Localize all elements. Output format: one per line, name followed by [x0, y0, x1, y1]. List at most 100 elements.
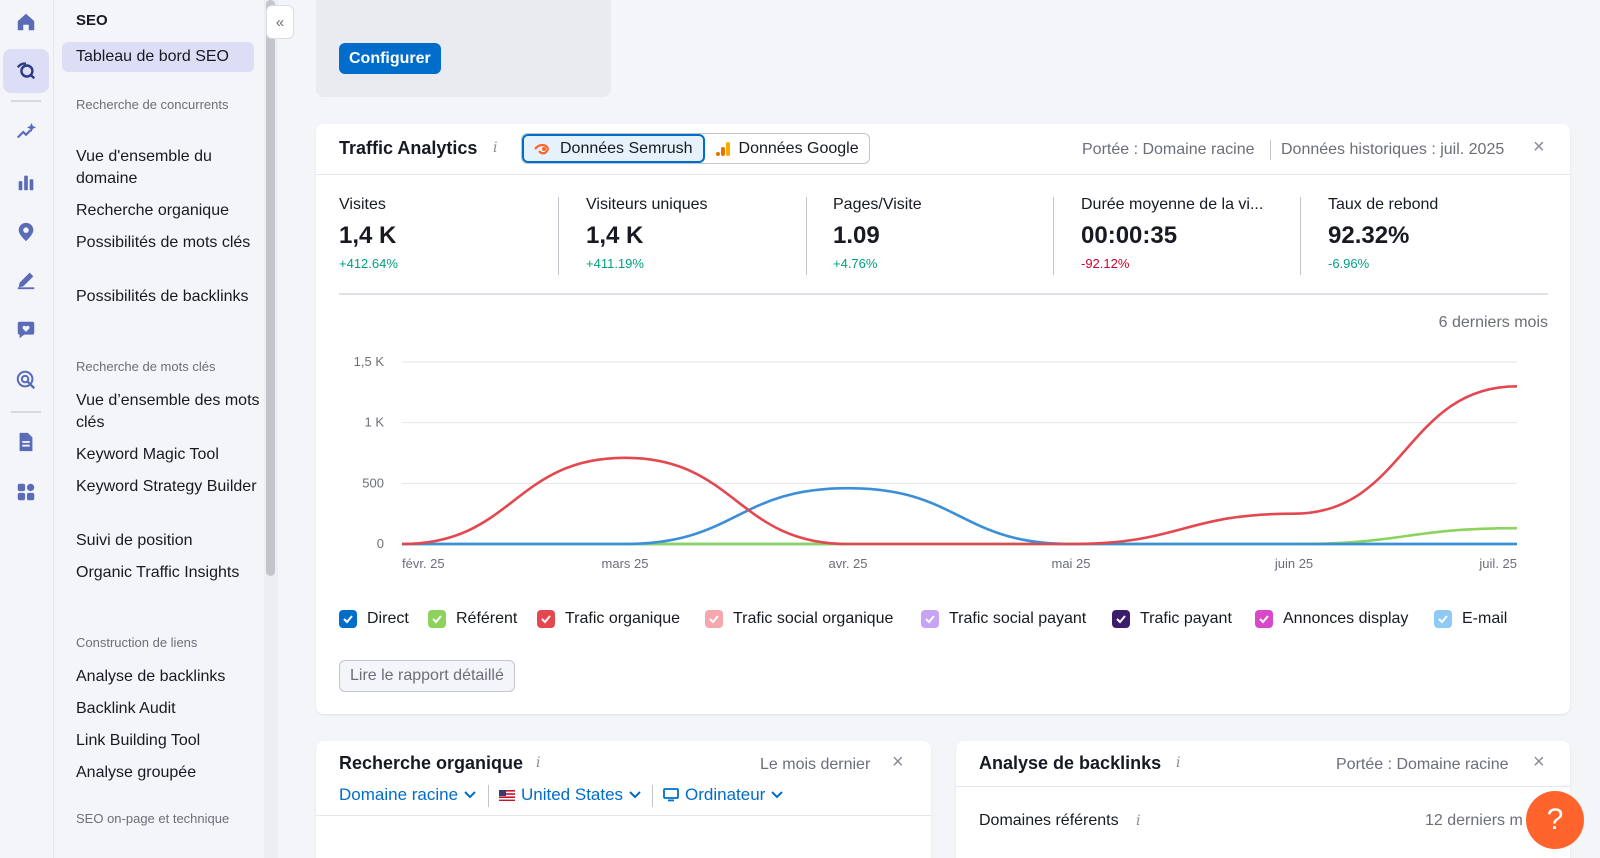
- organic-info-icon[interactable]: i: [536, 755, 541, 771]
- referring-domains-label: Domaines référents: [979, 812, 1119, 829]
- tab-semrush-data[interactable]: Données Semrush: [522, 134, 705, 163]
- location-pin-icon[interactable]: [3, 210, 49, 254]
- organic-research-card: [316, 741, 931, 858]
- nav-item-organic-insights[interactable]: Organic Traffic Insights: [76, 564, 240, 581]
- traffic-info-icon[interactable]: i: [493, 140, 498, 156]
- tab-google-data[interactable]: Données Google: [705, 134, 869, 163]
- checkbox-checked-icon: [537, 610, 555, 628]
- nav-item-position-tracking[interactable]: Suivi de position: [76, 532, 193, 549]
- rail-divider: [11, 411, 41, 413]
- legend-email[interactable]: E-mail: [1434, 610, 1507, 628]
- nav-category-onpage: SEO on-page et technique: [76, 811, 230, 826]
- legend-label: Trafic payant: [1140, 610, 1232, 627]
- nav-item-dashboard[interactable]: Tableau de bord SEO: [62, 42, 254, 72]
- series-line-trafic-organique: [401, 384, 1518, 546]
- kpi-value: 1.09: [833, 222, 880, 249]
- kpi-visits: Visites 1,4 K +412.64%: [339, 196, 569, 271]
- seo-icon[interactable]: [3, 49, 49, 93]
- x-tick-label: févr. 25: [402, 556, 445, 571]
- target-icon[interactable]: [3, 358, 49, 402]
- referring-info-icon[interactable]: i: [1136, 813, 1141, 829]
- kpi-divider: [558, 197, 559, 275]
- ai-sparkle-icon[interactable]: [3, 110, 49, 154]
- legend-referent[interactable]: Référent: [428, 610, 517, 628]
- close-traffic-card-icon[interactable]: ×: [1533, 136, 1545, 158]
- nav-item-keyword-gap[interactable]: Possibilités de mots clés: [76, 234, 251, 251]
- configure-button[interactable]: Configurer: [339, 43, 441, 74]
- kpi-label: Durée moyenne de la vi...: [1081, 196, 1264, 213]
- nav-category-competitors: Recherche de concurrents: [76, 97, 229, 112]
- kpi-label: Visiteurs uniques: [586, 196, 708, 213]
- home-icon[interactable]: [3, 0, 49, 44]
- chevron-down-icon: [464, 791, 476, 799]
- x-tick-label: juin 25: [1274, 556, 1313, 571]
- chat-heart-icon[interactable]: [3, 308, 49, 352]
- collapse-sidebar-button[interactable]: «: [266, 5, 294, 39]
- legend-direct[interactable]: Direct: [339, 610, 409, 628]
- organic-period-label: Le mois dernier: [760, 756, 871, 773]
- dropdown-divider: [652, 785, 653, 807]
- series-line-r-f-rent: [401, 526, 1518, 546]
- device-dropdown[interactable]: Ordinateur: [663, 785, 784, 805]
- nav-item-keyword-strategy[interactable]: Keyword Strategy Builder: [76, 478, 257, 495]
- legend-social-paid[interactable]: Trafic social payant: [921, 610, 1086, 628]
- nav-item-backlink-audit[interactable]: Backlink Audit: [76, 700, 176, 717]
- y-tick-label: 500: [362, 475, 384, 490]
- pencil-icon[interactable]: [3, 258, 49, 302]
- bar-chart-icon[interactable]: [3, 160, 49, 204]
- kpi-label: Pages/Visite: [833, 196, 922, 213]
- card-header-divider: [316, 174, 1570, 175]
- legend-paid[interactable]: Trafic payant: [1112, 610, 1232, 628]
- legend-label: Direct: [367, 610, 409, 627]
- checkbox-checked-icon: [1255, 610, 1273, 628]
- legend-social-organic[interactable]: Trafic social organique: [705, 610, 893, 628]
- legend-organic[interactable]: Trafic organique: [537, 610, 680, 628]
- kpi-value: 1,4 K: [339, 222, 397, 249]
- close-organic-card-icon[interactable]: ×: [892, 751, 904, 773]
- nav-item-organic-research[interactable]: Recherche organique: [76, 202, 229, 219]
- kpi-change: +412.64%: [339, 256, 398, 271]
- nav-item-bulk-analysis[interactable]: Analyse groupée: [76, 764, 197, 781]
- nav-item-keyword-magic[interactable]: Keyword Magic Tool: [76, 446, 219, 463]
- nav-item-backlink-analytics[interactable]: Analyse de backlinks: [76, 668, 226, 685]
- nav-category-keywords: Recherche de mots clés: [76, 359, 216, 374]
- y-tick-label: 1 K: [364, 415, 384, 430]
- nav-item-keyword-overview[interactable]: Vue d’ensemble des mots clés: [76, 392, 260, 431]
- device-dropdown-label: Ordinateur: [685, 785, 766, 804]
- organic-research-title: Recherche organique: [339, 753, 524, 773]
- nav-scrollbar-thumb[interactable]: [266, 0, 275, 576]
- scope-label: Portée : Domaine racine: [1082, 141, 1255, 158]
- historical-data-selector[interactable]: Données historiques : juil. 2025: [1281, 141, 1505, 158]
- country-dropdown[interactable]: United States: [499, 785, 641, 805]
- nav-item-link-building[interactable]: Link Building Tool: [76, 732, 201, 749]
- kpi-value: 1,4 K: [586, 222, 644, 249]
- kpi-label: Visites: [339, 196, 386, 213]
- document-icon[interactable]: [3, 420, 49, 464]
- tab-semrush-label: Données Semrush: [560, 139, 693, 157]
- apps-grid-icon[interactable]: [3, 470, 49, 514]
- scope-dropdown[interactable]: Domaine racine: [339, 785, 476, 805]
- checkbox-checked-icon: [921, 610, 939, 628]
- backlinks-info-icon[interactable]: i: [1176, 755, 1181, 771]
- backlink-analytics-card: [956, 741, 1570, 858]
- close-backlinks-card-icon[interactable]: ×: [1533, 751, 1545, 773]
- help-button[interactable]: ?: [1526, 791, 1584, 849]
- chevron-down-icon: [771, 791, 784, 799]
- kpi-avg-duration: Durée moyenne de la vi... 00:00:35 -92.1…: [1081, 196, 1311, 271]
- nav-item-backlink-gap[interactable]: Possibilités de backlinks: [76, 288, 249, 305]
- semrush-logo-icon: [534, 143, 549, 154]
- kpi-change: +411.19%: [586, 256, 644, 271]
- scope-dropdown-label: Domaine racine: [339, 785, 459, 804]
- detailed-report-button[interactable]: Lire le rapport détaillé: [339, 660, 515, 692]
- kpi-bounce-rate: Taux de rebond 92.32% -6.96%: [1328, 196, 1558, 271]
- x-tick-label: mai 25: [1051, 556, 1090, 571]
- seo-nav-panel: SEO Tableau de bord SEO Recherche de con…: [54, 0, 264, 858]
- legend-display-ads[interactable]: Annonces display: [1255, 610, 1408, 628]
- nav-item-domain-overview[interactable]: Vue d'ensemble du domaine: [76, 148, 212, 187]
- legend-label: Trafic social organique: [733, 610, 894, 627]
- dropdown-divider: [488, 785, 489, 807]
- y-tick-label: 1,5 K: [354, 354, 385, 369]
- checkbox-checked-icon: [428, 610, 446, 628]
- us-flag-icon: [499, 789, 515, 801]
- backlinks-scope-label: Portée : Domaine racine: [1336, 756, 1509, 773]
